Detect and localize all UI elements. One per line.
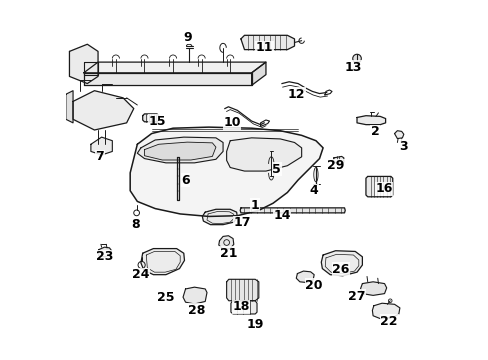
Polygon shape xyxy=(372,303,399,319)
Polygon shape xyxy=(356,116,385,125)
Polygon shape xyxy=(176,157,179,200)
Polygon shape xyxy=(83,62,98,75)
Text: 7: 7 xyxy=(95,150,104,163)
Polygon shape xyxy=(230,301,257,314)
Text: 21: 21 xyxy=(219,247,237,260)
Text: 12: 12 xyxy=(287,88,305,101)
Text: 22: 22 xyxy=(380,315,397,328)
Polygon shape xyxy=(251,62,265,85)
Text: 11: 11 xyxy=(255,41,272,54)
Text: 8: 8 xyxy=(131,218,140,231)
Text: 3: 3 xyxy=(398,140,407,153)
Text: 14: 14 xyxy=(273,209,290,222)
Text: 26: 26 xyxy=(331,263,349,276)
Polygon shape xyxy=(130,127,323,216)
Polygon shape xyxy=(73,91,134,130)
Text: 4: 4 xyxy=(309,184,318,197)
Polygon shape xyxy=(83,62,265,73)
Polygon shape xyxy=(240,208,345,213)
Polygon shape xyxy=(394,131,403,139)
Polygon shape xyxy=(137,137,223,163)
Polygon shape xyxy=(365,176,392,197)
Text: 29: 29 xyxy=(326,159,344,172)
Text: 2: 2 xyxy=(370,125,379,138)
Polygon shape xyxy=(296,271,313,283)
Polygon shape xyxy=(144,142,216,160)
Text: 27: 27 xyxy=(347,289,365,303)
Polygon shape xyxy=(360,282,386,296)
Polygon shape xyxy=(333,157,343,163)
Text: 19: 19 xyxy=(246,318,264,331)
Text: 25: 25 xyxy=(157,291,174,305)
Polygon shape xyxy=(202,209,237,225)
Polygon shape xyxy=(226,138,301,171)
Polygon shape xyxy=(91,137,112,155)
Text: 17: 17 xyxy=(233,216,251,229)
Polygon shape xyxy=(226,279,258,301)
Polygon shape xyxy=(241,35,294,50)
Polygon shape xyxy=(321,251,362,276)
Text: 24: 24 xyxy=(132,268,149,281)
Polygon shape xyxy=(218,236,233,249)
Text: 13: 13 xyxy=(344,61,362,74)
Text: 5: 5 xyxy=(272,163,281,176)
Text: 28: 28 xyxy=(187,304,204,317)
Text: 23: 23 xyxy=(96,250,114,263)
Text: 1: 1 xyxy=(250,198,259,212)
Text: 6: 6 xyxy=(181,174,189,186)
Circle shape xyxy=(352,54,361,63)
Polygon shape xyxy=(141,249,184,275)
Text: 18: 18 xyxy=(232,300,249,313)
Text: 20: 20 xyxy=(305,279,322,292)
Polygon shape xyxy=(99,247,111,257)
Polygon shape xyxy=(142,114,159,122)
Polygon shape xyxy=(66,91,73,123)
Polygon shape xyxy=(69,44,98,84)
Text: 15: 15 xyxy=(148,114,165,127)
Polygon shape xyxy=(83,73,251,85)
Text: 9: 9 xyxy=(183,31,191,44)
Text: 10: 10 xyxy=(223,116,240,129)
Text: 16: 16 xyxy=(374,183,392,195)
Polygon shape xyxy=(183,287,206,304)
